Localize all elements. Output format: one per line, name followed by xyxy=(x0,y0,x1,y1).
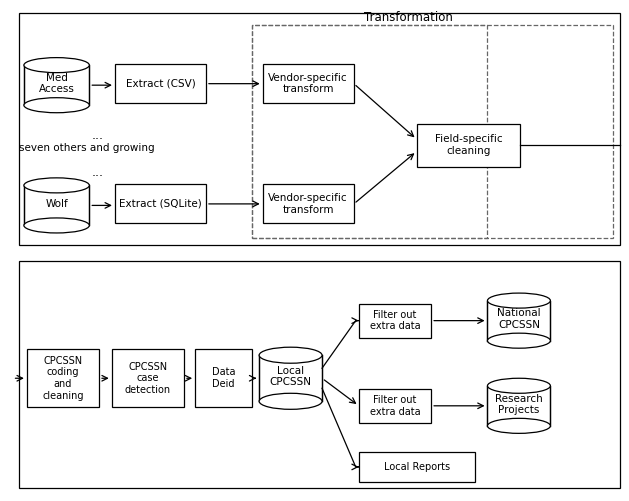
Text: seven others and growing: seven others and growing xyxy=(19,143,155,153)
Text: Data
Deid: Data Deid xyxy=(211,367,235,389)
Text: Transformation: Transformation xyxy=(364,11,454,24)
Ellipse shape xyxy=(487,418,550,433)
Ellipse shape xyxy=(259,347,322,363)
Bar xyxy=(195,350,252,407)
Text: Filter out
extra data: Filter out extra data xyxy=(370,395,420,417)
Bar xyxy=(359,389,431,423)
Bar xyxy=(488,386,550,426)
Ellipse shape xyxy=(24,178,89,193)
Ellipse shape xyxy=(487,293,550,308)
Bar xyxy=(488,301,550,341)
Bar xyxy=(263,184,353,223)
Ellipse shape xyxy=(24,98,89,113)
Bar xyxy=(112,350,184,407)
Bar xyxy=(115,64,206,103)
Bar xyxy=(19,13,620,245)
Text: CPCSSN
case
detection: CPCSSN case detection xyxy=(125,362,171,395)
Text: Research
Projects: Research Projects xyxy=(495,393,543,415)
Text: ...: ... xyxy=(91,129,104,142)
Text: Local Reports: Local Reports xyxy=(384,462,450,472)
Text: Med
Access: Med Access xyxy=(38,73,75,95)
Text: Wolf: Wolf xyxy=(45,199,68,209)
Bar xyxy=(252,25,613,238)
Text: Vendor-specific
transform: Vendor-specific transform xyxy=(269,193,348,215)
Bar xyxy=(25,65,89,105)
Text: Extract (CSV): Extract (CSV) xyxy=(126,79,195,89)
Bar xyxy=(416,124,521,166)
Bar xyxy=(252,25,487,238)
Bar xyxy=(359,452,476,482)
Bar xyxy=(263,64,353,103)
Bar xyxy=(115,184,206,223)
Bar xyxy=(25,185,89,225)
Text: CPCSSN
coding
and
cleaning: CPCSSN coding and cleaning xyxy=(42,356,84,401)
Bar xyxy=(19,261,620,488)
Ellipse shape xyxy=(24,58,89,73)
Bar xyxy=(260,355,321,401)
Text: Local
CPCSSN: Local CPCSSN xyxy=(270,366,311,387)
Ellipse shape xyxy=(487,333,550,348)
Text: Extract (SQLite): Extract (SQLite) xyxy=(119,199,202,209)
Text: National
CPCSSN: National CPCSSN xyxy=(497,308,541,330)
Text: Filter out
extra data: Filter out extra data xyxy=(370,310,420,332)
Text: ...: ... xyxy=(91,166,104,179)
Ellipse shape xyxy=(24,218,89,233)
Bar xyxy=(26,350,99,407)
Text: Field-specific
cleaning: Field-specific cleaning xyxy=(435,134,503,156)
Ellipse shape xyxy=(259,393,322,409)
Ellipse shape xyxy=(487,378,550,393)
Text: Vendor-specific
transform: Vendor-specific transform xyxy=(269,73,348,95)
Bar xyxy=(359,304,431,338)
